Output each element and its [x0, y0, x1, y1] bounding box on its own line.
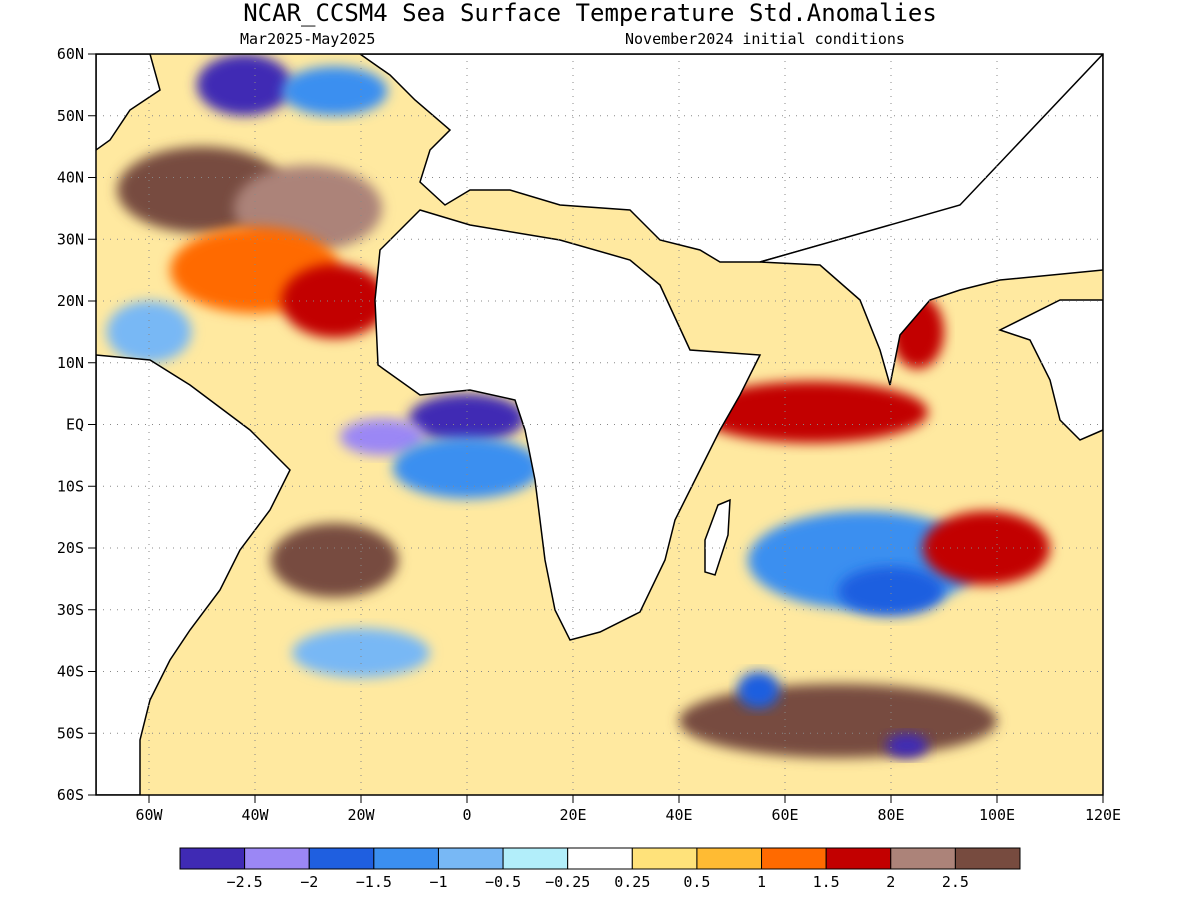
forecast-period-label: Mar2025-May2025 — [240, 30, 375, 48]
anomaly-region — [838, 566, 944, 616]
anomaly-field — [106, 54, 1050, 758]
colorbar-swatch — [696, 847, 763, 870]
colorbar-label: 1 — [757, 873, 766, 891]
colorbar-label: −2.5 — [227, 873, 263, 891]
lat-tick-label: EQ — [66, 416, 84, 434]
anomaly-region — [196, 54, 293, 116]
longitude-axis: 60W 40W 20W 0 20E 40E 60E 80E 100E 120E — [135, 795, 1121, 824]
lat-tick-label: 40N — [57, 169, 84, 187]
colorbar-swatch — [308, 847, 375, 870]
colorbar-label: 0.25 — [614, 873, 650, 891]
colorbar-label: 1.5 — [813, 873, 840, 891]
colorbar-swatch — [437, 847, 504, 870]
colorbar-swatch — [890, 847, 956, 870]
land-mask — [96, 54, 1103, 795]
anomaly-region — [292, 628, 430, 678]
landmass-madagascar — [704, 498, 731, 576]
lon-tick-label: 80E — [877, 806, 904, 824]
colorbar-label: −0.25 — [545, 873, 590, 891]
landmass-india — [759, 54, 1103, 386]
colorbar-swatch — [825, 847, 892, 870]
lat-tick-label: 20N — [57, 292, 84, 310]
colorbar-label: 0.5 — [683, 873, 710, 891]
lat-tick-label: 40S — [57, 663, 84, 681]
map-panel — [95, 53, 1104, 796]
lon-tick-label: 20W — [347, 806, 375, 824]
lon-tick-label: 20E — [559, 806, 586, 824]
lat-tick-label: 30S — [57, 601, 84, 619]
colorbar-label: 2.5 — [942, 873, 969, 891]
anomaly-region — [694, 381, 929, 444]
colorbar-label: −1.5 — [356, 873, 392, 891]
lon-tick-label: 120E — [1085, 806, 1121, 824]
anomaly-region — [737, 671, 780, 709]
anomaly-region — [885, 733, 929, 758]
chart-title: NCAR_CCSM4 Sea Surface Temperature Std.A… — [243, 0, 937, 27]
colorbar-swatch — [373, 847, 439, 870]
lon-tick-label: 100E — [979, 806, 1015, 824]
landmass-greenland — [96, 54, 161, 151]
anomaly-region — [106, 301, 192, 363]
colorbar: −2.5 −2 −1.5 −1 −0.5 −0.25 0.25 0.5 1 1.5 2 2.5 — [179, 847, 1021, 891]
lat-tick-label: 50S — [57, 724, 84, 742]
colorbar-swatch — [631, 847, 698, 870]
colorbar-label: −1 — [429, 873, 447, 891]
lat-tick-label: 60N — [57, 45, 84, 63]
lon-tick-label: 40W — [241, 806, 269, 824]
colorbar-swatch — [954, 847, 1021, 870]
colorbar-label: −0.5 — [485, 873, 521, 891]
anomaly-region — [922, 510, 1050, 586]
landmass-southeast-asia — [998, 299, 1103, 441]
lat-tick-label: 20S — [57, 539, 84, 557]
lon-tick-label: 0 — [462, 806, 471, 824]
anomaly-region — [679, 683, 997, 758]
colorbar-label: 2 — [886, 873, 895, 891]
lon-tick-label: 60E — [771, 806, 798, 824]
colorbar-label: −2 — [300, 873, 318, 891]
lon-tick-label: 40E — [665, 806, 692, 824]
colorbar-swatch — [179, 847, 246, 870]
colorbar-swatch — [567, 847, 633, 870]
colorbar-swatch — [502, 847, 569, 870]
lat-tick-label: 30N — [57, 230, 84, 248]
anomaly-region — [281, 66, 388, 116]
latitude-axis: 60N 50N 40N 30N 20N 10N EQ 10S 20S 30S 40S 50S 60S — [57, 45, 96, 804]
landmass-africa — [374, 209, 762, 641]
lat-tick-label: 10S — [57, 477, 84, 495]
landmass-south-america — [96, 354, 291, 795]
anomaly-region — [270, 523, 399, 598]
lat-tick-label: 50N — [57, 107, 84, 125]
lat-tick-label: 60S — [57, 786, 84, 804]
lon-tick-label: 60W — [135, 806, 163, 824]
initial-conditions-label: November2024 initial conditions — [625, 30, 905, 48]
colorbar-swatch — [761, 847, 827, 870]
colorbar-swatch — [244, 847, 310, 870]
lat-tick-label: 10N — [57, 354, 84, 372]
